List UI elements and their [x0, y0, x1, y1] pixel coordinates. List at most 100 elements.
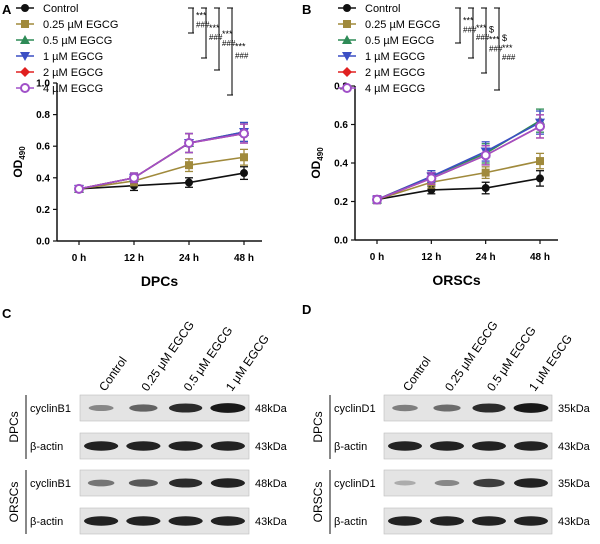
data-point — [536, 157, 544, 166]
blot-band — [472, 403, 506, 413]
y-tick-label: 0.0 — [36, 237, 50, 248]
blot-band — [210, 516, 245, 526]
blot-size-label: 35kDa — [558, 403, 591, 415]
significance-stars: *** — [235, 42, 246, 52]
series-line — [78, 132, 245, 190]
blot-protein-label: β-actin — [334, 516, 367, 528]
blot-band — [513, 403, 549, 413]
blot-protein-label: β-actin — [334, 441, 367, 453]
blot-column-label: 1 μM EGCG — [526, 332, 575, 394]
legend-swatch-marker — [20, 35, 30, 44]
data-point — [185, 161, 193, 170]
significance-hash: ### — [222, 39, 236, 48]
series-line — [376, 121, 541, 201]
panel-letter-d: D — [302, 302, 311, 317]
significance-hash: ### — [196, 21, 210, 30]
data-point — [240, 153, 248, 162]
legend-swatch-marker — [342, 67, 352, 77]
blot-band — [168, 516, 203, 526]
panel-letter-a: A — [2, 2, 12, 17]
significance-dollar: $ — [502, 33, 507, 43]
x-tick-label: 24 h — [179, 253, 199, 264]
legend-swatch-marker — [343, 20, 351, 28]
blot-band — [126, 441, 161, 451]
x-tick-label: 24 h — [476, 252, 496, 263]
y-tick-label: 0.0 — [334, 236, 348, 247]
blot-band — [429, 516, 465, 526]
panel-letter-b: B — [302, 2, 311, 17]
blot-band — [128, 479, 158, 487]
significance-stars: *** — [489, 35, 500, 45]
blot-band — [433, 404, 461, 412]
legend-label: 4 µM EGCG — [43, 83, 103, 95]
legend-label: 0.25 µM EGCG — [365, 19, 440, 31]
y-tick-label: 0.8 — [334, 82, 348, 93]
significance-hash: ### — [476, 33, 490, 42]
y-axis-label-subscript: 490 — [316, 147, 325, 161]
blot-protein-label: β-actin — [30, 516, 63, 528]
y-tick-label: 0.2 — [334, 197, 348, 208]
y-tick-label: 0.2 — [36, 205, 50, 216]
blot-band — [88, 404, 114, 412]
significance-dollar: $ — [489, 25, 494, 35]
legend-swatch-marker — [342, 52, 352, 61]
significance-hash: ### — [235, 52, 249, 61]
blot-band — [168, 478, 203, 488]
chart-b: 0.0 0.2 0.4 0.6 0.8 0 h 12 h 24 h 48 h ORSCs OD490… — [309, 3, 558, 288]
legend-label: 2 µM EGCG — [365, 67, 425, 79]
blot-band — [210, 403, 246, 413]
legend-label: 1 µM EGCG — [365, 51, 425, 63]
blot-band — [84, 516, 119, 526]
legend-swatch-marker — [20, 83, 30, 93]
legend-label: Control — [43, 3, 78, 15]
significance-stars: *** — [502, 43, 513, 53]
blot-band — [168, 441, 203, 451]
data-point — [129, 172, 139, 183]
series-line — [78, 172, 245, 190]
blot-column-label: Control — [400, 354, 434, 394]
legend-label: 0.5 µM EGCG — [43, 35, 112, 47]
x-tick-label: 12 h — [124, 253, 144, 264]
blot-size-label: 43kDa — [558, 516, 591, 528]
blot-band — [434, 479, 460, 487]
blot-band — [471, 441, 507, 451]
x-axis-label: ORSCs — [432, 272, 480, 288]
y-tick-label: 0.6 — [334, 120, 348, 131]
y-axis-label: OD490 — [11, 146, 27, 178]
chart-a: 0.0 0.2 0.4 0.6 0.8 1.0 0 h 12 h 24 h 48 h DPCs OD4… — [11, 3, 262, 289]
blot-protein-label: cyclinB1 — [30, 478, 71, 490]
blot-size-label: 48kDa — [255, 403, 288, 415]
significance-hash: ### — [489, 45, 503, 54]
blot-column-label: 1 μM EGCG — [223, 332, 272, 394]
blot-size-label: 43kDa — [255, 441, 288, 453]
series-line — [376, 177, 541, 201]
blot-band — [471, 516, 507, 526]
data-point — [481, 184, 490, 193]
legend-swatch-marker — [20, 67, 30, 77]
blot-protein-label: cyclinD1 — [334, 403, 376, 415]
y-tick-label: 0.8 — [36, 110, 50, 121]
blot-group-label: ORSCs — [7, 482, 21, 523]
data-point — [480, 150, 491, 161]
data-point — [535, 121, 545, 132]
blot-size-label: 48kDa — [255, 478, 288, 490]
x-axis-label: DPCs — [141, 273, 179, 289]
blot-band — [387, 441, 423, 451]
data-point — [426, 173, 437, 184]
blot-band — [129, 404, 158, 412]
y-axis-label-subscript: 490 — [18, 146, 27, 160]
blot-column-label: Control — [96, 354, 130, 394]
blot-band — [387, 516, 423, 526]
y-axis-label: OD490 — [309, 147, 325, 179]
series-line — [376, 119, 541, 201]
blot-size-label: 43kDa — [558, 441, 591, 453]
data-point — [184, 138, 194, 149]
blot-band — [126, 516, 161, 526]
blot-protein-label: cyclinB1 — [30, 403, 71, 415]
data-point — [239, 128, 249, 139]
series-line — [78, 156, 245, 190]
x-tick-label: 0 h — [72, 253, 86, 264]
